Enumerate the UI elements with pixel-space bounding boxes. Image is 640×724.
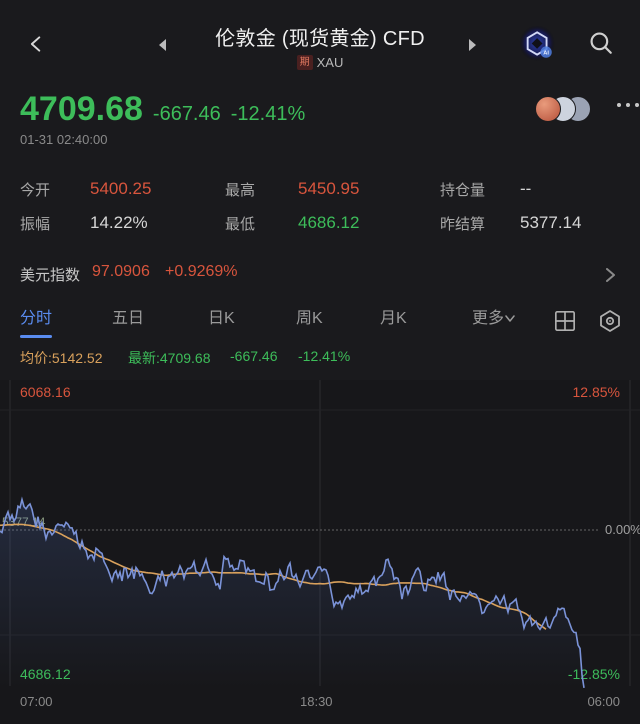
svg-text:AI: AI bbox=[543, 51, 549, 57]
svg-text:0.00%: 0.00% bbox=[605, 522, 640, 537]
